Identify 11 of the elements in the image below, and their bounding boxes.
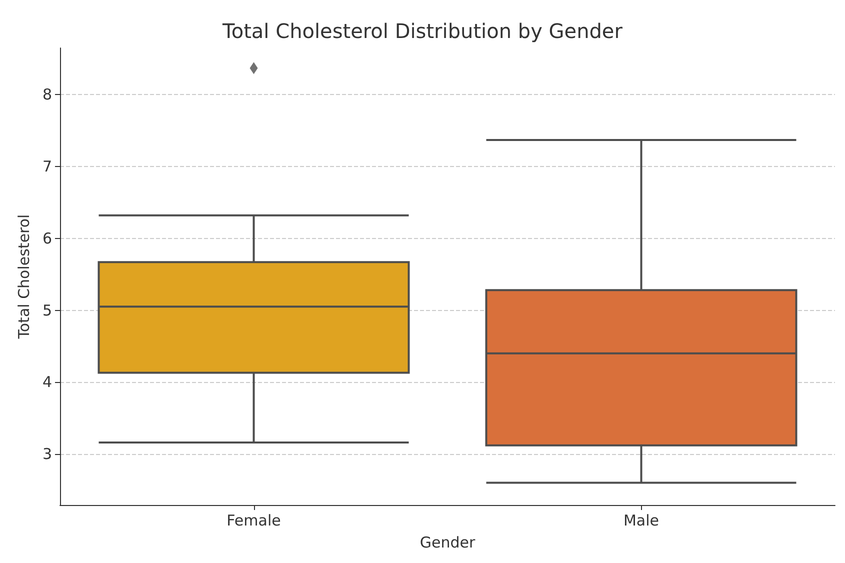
x-tick-label: Female — [226, 512, 281, 530]
y-tick-label: 3 — [42, 444, 52, 463]
chart-title: Total Cholesterol Distribution by Gender — [222, 19, 624, 43]
y-tick-label: 5 — [42, 301, 52, 320]
y-tick-label: 4 — [42, 373, 52, 392]
y-tick-label: 7 — [42, 158, 52, 176]
y-axis-title: Total Cholesterol — [15, 214, 34, 340]
x-axis-title: Gender — [420, 534, 476, 552]
y-tick-label: 8 — [42, 86, 52, 104]
y-tick-label: 6 — [42, 229, 52, 248]
x-tick-label: Male — [623, 512, 660, 530]
